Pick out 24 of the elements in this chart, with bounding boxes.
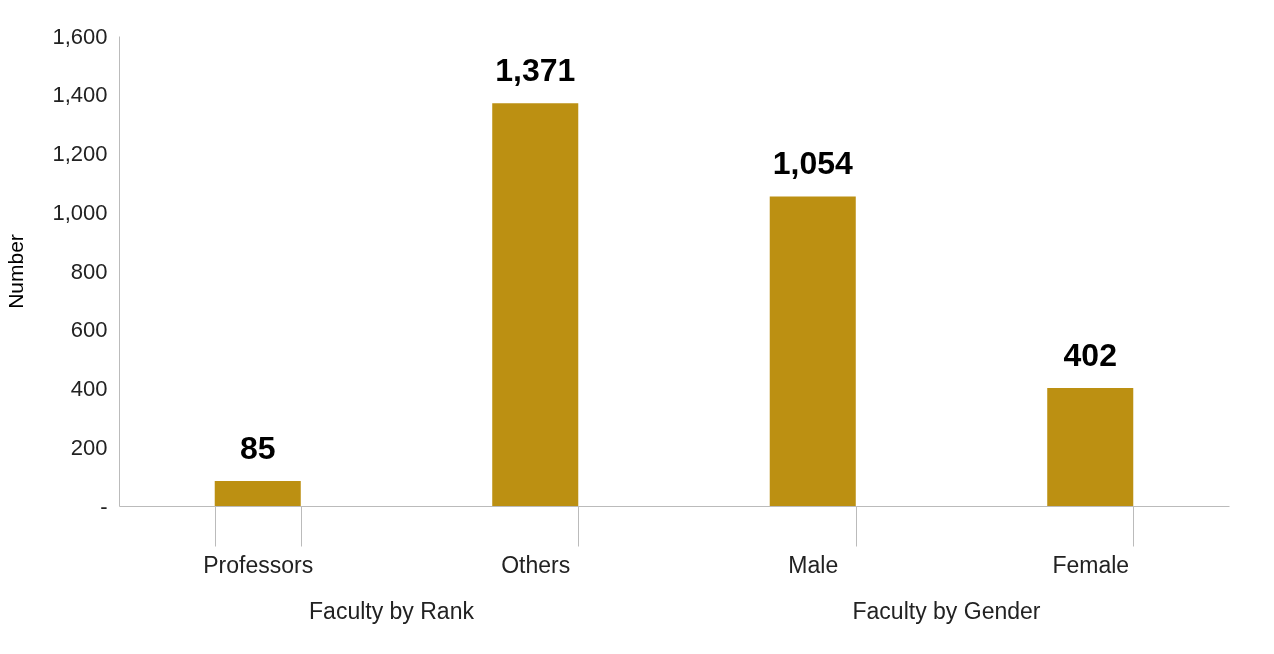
y-tick-label: 1,000 (52, 199, 108, 225)
data-label: 85 (239, 430, 276, 467)
x-tick-label: Male (788, 551, 839, 578)
data-label: 1,371 (495, 52, 576, 89)
y-tick-label: 1,200 (52, 141, 108, 166)
x-tick-label: Female (1052, 551, 1130, 578)
data-label: 402 (1063, 336, 1117, 373)
text: Faculty by Gender (851, 598, 1042, 625)
data-label: 1,054 (772, 145, 853, 182)
y-tick-label: 1,400 (52, 82, 108, 108)
bar (492, 103, 579, 506)
bar (1047, 387, 1134, 506)
x-tick-label: Professors (203, 551, 314, 578)
y-tick-label: 800 (70, 258, 108, 284)
text: Faculty by Rank (308, 598, 475, 625)
bar (214, 481, 301, 506)
x-tick-label: Others (501, 551, 571, 578)
y-axis-title: Number (4, 234, 28, 309)
y-tick-label: 1,600 (52, 23, 108, 49)
y-tick-label: 600 (70, 317, 108, 343)
y-tick-label: 200 (70, 434, 108, 460)
bar (769, 196, 856, 506)
y-tick-label: - (100, 493, 108, 519)
y-tick-label: 400 (70, 376, 108, 401)
